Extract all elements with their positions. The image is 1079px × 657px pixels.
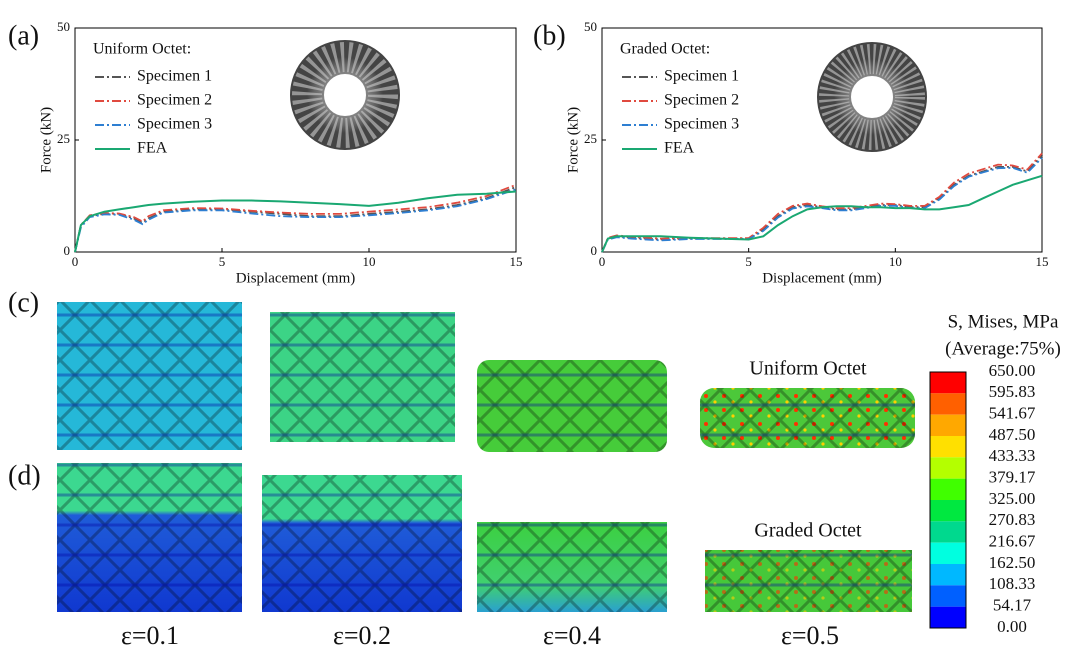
colorbar-label: 650.00 [989,361,1036,380]
data-line [74,186,517,253]
x-axis-label: Displacement (mm) [236,270,356,286]
colorbar-label: 487.50 [989,425,1036,444]
legend-label: Specimen 2 [664,92,739,109]
legend-label: Specimen 1 [137,68,212,85]
strain-label: ε=0.5 [781,621,839,650]
data-line [601,174,1043,253]
data-line [601,152,1043,253]
colorbar-label: 162.50 [989,553,1036,572]
x-tick-label: 15 [1036,254,1049,269]
data-line [601,157,1043,253]
legend-label: FEA [137,140,168,157]
panel-label: (d) [8,460,41,491]
colorbar-label: 433.33 [989,446,1036,465]
legend-label: Specimen 2 [137,92,212,109]
torus-photo [290,40,927,152]
y-tick-label: 50 [57,19,70,34]
legend-label: Specimen 3 [137,116,212,133]
y-tick-label: 0 [591,243,598,258]
x-tick-label: 15 [510,254,523,269]
legend-label: FEA [664,140,695,157]
x-tick-label: 5 [219,254,226,269]
colorbar-label: 270.83 [989,510,1036,529]
legend-title: Uniform Octet: [93,41,191,58]
y-tick-label: 50 [584,19,597,34]
panel-label: (c) [8,287,39,318]
data-line [74,183,517,253]
colorbar [929,371,967,629]
legend-label: Specimen 1 [664,68,739,85]
colorbar-label: 325.00 [989,489,1036,508]
legend-label: Specimen 3 [664,116,739,133]
colorbar-label: 216.67 [989,532,1036,551]
x-tick-label: 0 [72,254,79,269]
colorbar-subtitle: (Average:75%) [945,338,1061,359]
panel-label: (a) [8,20,39,51]
data-line [601,155,1043,253]
colorbar-label: 54.17 [993,596,1032,615]
colorbar-label: 379.17 [989,468,1036,487]
data-line [74,190,517,253]
fea-renders [57,302,915,612]
data-line [74,188,517,253]
y-tick-label: 0 [64,243,71,258]
row-label: Graded Octet [754,520,862,542]
strain-label: ε=0.1 [121,621,179,650]
x-tick-label: 10 [363,254,376,269]
colorbar-label: 541.67 [989,404,1036,423]
y-axis-label: Force (kN) [565,107,581,173]
colorbar-label: 108.33 [989,574,1036,593]
y-tick-label: 25 [584,131,597,146]
x-tick-label: 10 [889,254,902,269]
row-label: Uniform Octet [749,358,867,380]
x-tick-label: 0 [599,254,606,269]
colorbar-title: S, Mises, MPa [948,311,1059,332]
colorbar-label: 595.83 [989,382,1036,401]
y-tick-label: 25 [57,131,70,146]
y-axis-label: Force (kN) [38,107,54,173]
strain-label: ε=0.2 [333,621,391,650]
colorbar-label: 0.00 [997,617,1027,636]
strain-label: ε=0.4 [543,621,601,650]
legend-title: Graded Octet: [620,41,710,58]
x-tick-label: 5 [745,254,752,269]
x-axis-label: Displacement (mm) [762,270,882,286]
panel-label: (b) [533,20,566,51]
